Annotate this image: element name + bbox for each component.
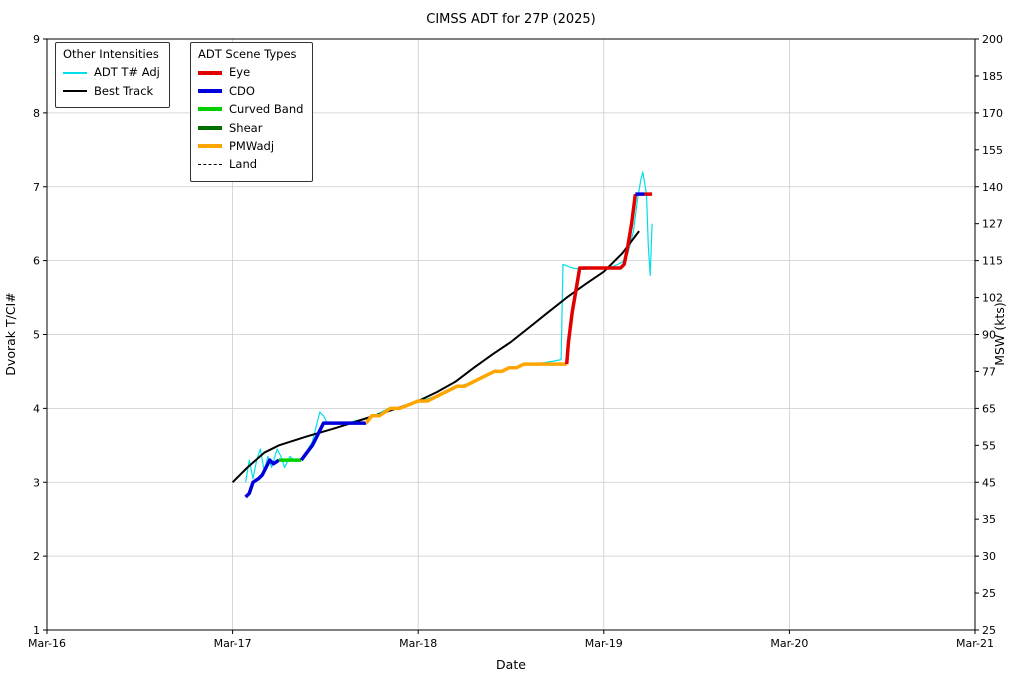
y-tick-label: 2 <box>33 550 40 563</box>
scene-segment-cdo <box>299 421 367 462</box>
legend-item-label: CDO <box>229 83 255 98</box>
x-axis-label: Date <box>496 657 526 672</box>
right-tick-label: 200 <box>982 33 1003 46</box>
axes: Mar-16 Mar-17 Mar-18 Mar-19 Mar-20 Mar-21 1 2 3 4… <box>28 33 1003 650</box>
y-axis-label-left: Dvorak T/CI# <box>3 292 18 375</box>
x-tick-label: Mar-21 <box>956 637 994 650</box>
legend-other-intensities: Other Intensities ADT T# Adj Best Track <box>55 42 170 109</box>
x-tick-label: Mar-17 <box>214 637 252 650</box>
legend-item-label: ADT T# Adj <box>94 65 160 80</box>
x-tick-label: Mar-18 <box>399 637 437 650</box>
right-tick-label: 155 <box>982 144 1003 157</box>
legend-title: ADT Scene Types <box>198 47 297 61</box>
legend-item: Curved Band <box>198 102 303 116</box>
legend-item: Eye <box>198 65 303 79</box>
legend-item-label: Eye <box>229 65 251 80</box>
legend-item: Best Track <box>63 84 160 98</box>
legend-adt-scene-types: ADT Scene Types Eye CDO Curved Band Shear PM… <box>190 42 314 182</box>
legend-item-label: Best Track <box>94 83 154 98</box>
series-best-track <box>231 230 640 484</box>
gridlines <box>46 38 976 631</box>
y-tick-label: 1 <box>33 624 40 637</box>
right-tick-label: 185 <box>982 70 1003 83</box>
legend-item: CDO <box>198 84 303 98</box>
right-tick-label: 65 <box>982 402 996 415</box>
scene-segment-pmwadj <box>364 362 567 425</box>
right-tick-label: 25 <box>982 624 996 637</box>
y-tick-label: 5 <box>33 329 40 342</box>
legend-item-label: Shear <box>229 120 263 135</box>
legend-swatch-curved-band <box>198 107 222 112</box>
y-tick-label: 6 <box>33 255 40 268</box>
legend-items: ADT T# Adj Best Track <box>63 65 160 98</box>
legend-item-label: PMWadj <box>229 138 275 153</box>
y-tick-label: 9 <box>33 33 40 46</box>
legend-swatch-eye <box>198 70 222 75</box>
right-tick-label: 115 <box>982 255 1003 268</box>
right-tick-label: 35 <box>982 513 996 526</box>
right-tick-label: 140 <box>982 181 1003 194</box>
right-tick-label: 55 <box>982 439 996 452</box>
scene-segment-eye <box>564 193 638 365</box>
legend-item: Shear <box>198 121 303 135</box>
right-tick-label: 90 <box>982 329 996 342</box>
right-tick-label: 25 <box>982 587 996 600</box>
legend-title: Other Intensities <box>63 47 159 61</box>
data-series <box>231 171 653 499</box>
x-tick-label: Mar-16 <box>28 637 66 650</box>
legend-swatch-adt-t-adj <box>63 71 87 74</box>
y-tick-label: 4 <box>33 402 40 415</box>
legend-item: Land <box>198 157 303 171</box>
legend-item-label: Land <box>229 157 258 172</box>
legend-swatch-cdo <box>198 88 222 93</box>
y-tick-label: 7 <box>33 181 40 194</box>
right-tick-label: 102 <box>982 292 1003 305</box>
legend-swatch-pmwadj <box>198 144 222 149</box>
right-tick-label: 30 <box>982 550 996 563</box>
legend-swatch-best-track <box>63 89 87 93</box>
legend-items: Eye CDO Curved Band Shear PMWadj Land <box>198 65 303 171</box>
y-tick-label: 3 <box>33 476 40 489</box>
right-tick-label: 127 <box>982 218 1003 231</box>
legend-item: ADT T# Adj <box>63 65 160 79</box>
legend-swatch-shear <box>198 125 222 130</box>
scene-segment-cdo <box>244 458 280 499</box>
right-tick-label: 77 <box>982 365 996 378</box>
x-tick-label: Mar-19 <box>585 637 623 650</box>
y-axis-label-right: MSW (kts) <box>992 302 1007 365</box>
y-tick-label: 8 <box>33 107 40 120</box>
legend-item-label: Curved Band <box>229 102 304 117</box>
x-tick-label: Mar-20 <box>770 637 808 650</box>
chart-title: CIMSS ADT for 27P (2025) <box>426 12 596 27</box>
legend-item: PMWadj <box>198 139 303 153</box>
right-tick-label: 45 <box>982 476 996 489</box>
legend-swatch-land <box>198 163 222 165</box>
right-tick-label: 170 <box>982 107 1003 120</box>
